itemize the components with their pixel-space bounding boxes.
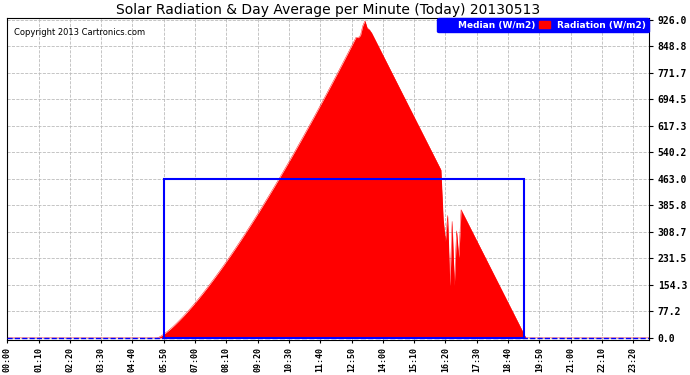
Bar	[164, 179, 524, 338]
Title: Solar Radiation & Day Average per Minute (Today) 20130513: Solar Radiation & Day Average per Minute…	[116, 3, 540, 17]
Text: Copyright 2013 Cartronics.com: Copyright 2013 Cartronics.com	[14, 28, 145, 37]
Legend: Median (W/m2), Radiation (W/m2): Median (W/m2), Radiation (W/m2)	[437, 18, 649, 32]
